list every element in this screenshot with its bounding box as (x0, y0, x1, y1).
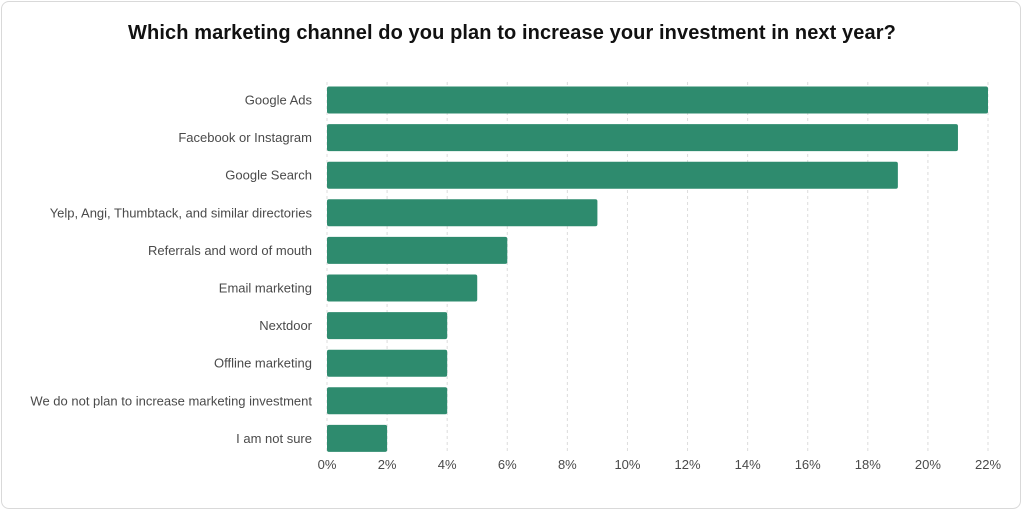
x-tick-label: 4% (438, 457, 457, 472)
category-label: Referrals and word of mouth (148, 243, 312, 258)
x-tick-label: 8% (558, 457, 577, 472)
bar (327, 124, 958, 152)
category-labels: Google Ads Facebook or Instagram Google Se… (30, 93, 312, 446)
category-label: Offline marketing (214, 356, 312, 371)
x-tick-label: 22% (975, 457, 1001, 472)
bar (327, 387, 448, 415)
category-label: Nextdoor (259, 318, 312, 333)
bar (327, 274, 478, 302)
category-label: Facebook or Instagram (178, 130, 312, 145)
bar (327, 312, 448, 340)
bar (327, 161, 898, 189)
category-label: Google Ads (245, 93, 313, 108)
x-tick-label: 2% (378, 457, 397, 472)
x-tick-label: 14% (735, 457, 761, 472)
x-tick-label: 18% (855, 457, 881, 472)
bar (327, 349, 448, 377)
bar (327, 86, 988, 114)
x-tick-label: 10% (614, 457, 640, 472)
x-tick-label: 12% (675, 457, 701, 472)
x-tick-labels: 0% 2% 4% 6% 8% 10% 12% 14% 16% 18% 20% 22% (318, 457, 1002, 472)
x-tick-label: 0% (318, 457, 337, 472)
x-tick-label: 6% (498, 457, 517, 472)
bar (327, 424, 388, 452)
x-tick-label: 20% (915, 457, 941, 472)
bar (327, 236, 508, 264)
bar (327, 199, 598, 227)
chart-title: Which marketing channel do you plan to i… (128, 22, 896, 44)
category-label: Email marketing (219, 281, 312, 296)
category-label: Google Search (225, 168, 312, 183)
x-tick-label: 16% (795, 457, 821, 472)
category-label: Yelp, Angi, Thumbtack, and similar direc… (50, 205, 313, 220)
category-label: We do not plan to increase marketing inv… (30, 393, 312, 408)
category-label: I am not sure (236, 431, 312, 446)
bars (327, 86, 988, 452)
